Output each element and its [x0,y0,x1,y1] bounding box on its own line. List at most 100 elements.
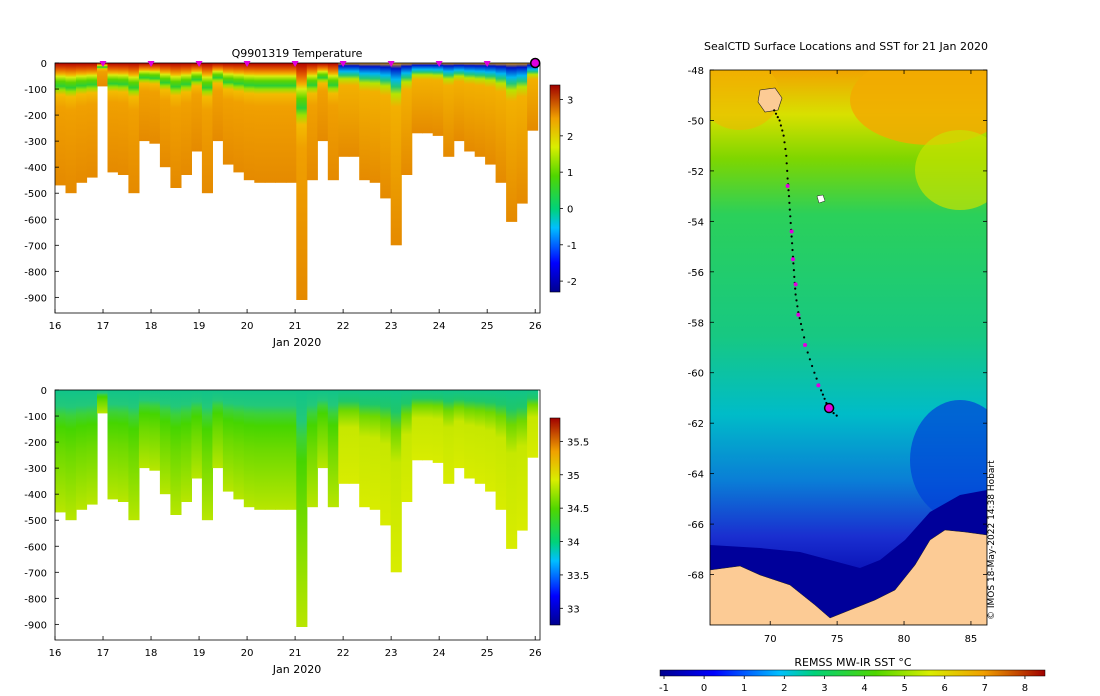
salinity-profile [506,390,518,549]
temperature-profile [212,63,224,142]
salinity-x-tick-label: 17 [97,648,110,659]
temperature-x-tick-label: 24 [433,321,446,332]
salinity-profile [117,390,129,502]
salinity-profile [275,390,287,510]
track-point [797,311,800,314]
salinity-profile [149,390,161,471]
salinity-colorbar-tick-label: 33 [567,604,580,615]
salinity-profile [107,390,119,500]
temperature-profile [506,63,518,222]
temperature-x-tick-label: 23 [385,321,398,332]
latitude-tick-label: -52 [688,167,704,178]
salinity-y-tick-label: -100 [24,412,47,423]
temperature-surface-markers [99,57,541,69]
salinity-profile [97,390,109,414]
temperature-y-tick-label: -700 [24,241,47,252]
latitude-tick-label: -60 [688,369,704,380]
track-point [803,336,806,339]
track-point [785,162,788,165]
track-point [798,317,801,320]
track-point [811,364,814,368]
salinity-x-tick-label: 26 [529,648,542,659]
temperature-chart-title: Q9901319 Temperature [232,47,363,60]
salinity-x-tick-label: 22 [337,648,350,659]
temperature-profile [317,63,329,142]
salinity-x-tick-label: 21 [289,648,302,659]
salinity-profile [306,390,318,508]
temperature-profile [432,63,444,136]
temperature-profile [76,63,88,183]
temperature-profile [380,63,392,199]
surface-profile-marker [195,61,203,67]
salinity-x-tick-label: 23 [385,648,398,659]
temperature-x-tick-label: 22 [337,321,350,332]
sst-colorbar-tick-label: 1 [741,683,747,694]
warm-water-northeast [850,70,987,145]
sst-map-title: SealCTD Surface Locations and SST for 21… [704,40,988,53]
salinity-profile [76,390,88,510]
surface-profile-marker [483,61,491,67]
daily-position-marker [796,312,801,317]
surface-profile-marker [435,61,443,67]
salinity-profile [296,390,308,627]
salinity-profile [390,390,402,573]
longitude-tick-label: 70 [764,634,777,645]
salinity-y-axis: 0 -100 -200 -300 -400 -500 -600 -700 -800 -900 [24,386,59,631]
salinity-y-tick-label: -600 [24,542,47,553]
track-point [791,255,795,258]
track-point [794,287,797,290]
salinity-profile [159,390,171,495]
sst-colorbar-tick-label: 0 [701,683,707,694]
salinity-y-tick-label: -900 [24,620,47,631]
temperature-profile [65,63,77,194]
track-point [792,262,795,265]
sst-colorbar-tick-label: 5 [901,683,907,694]
track-point [794,293,797,296]
temperature-profile [55,63,67,186]
salinity-profile [348,390,360,484]
track-point [786,177,789,180]
temperature-profile [348,63,360,157]
sst-colorbar-ticks: -1 0 1 2 3 4 5 6 7 8 [659,676,1028,694]
antarctica-land [710,529,987,625]
temperature-profile [338,63,350,157]
salinity-profile [317,390,329,469]
daily-position-marker [785,184,790,189]
salinity-x-tick-label: 20 [241,648,254,659]
surface-profile-marker [243,61,251,67]
salinity-profile [180,390,192,502]
salinity-x-tick-label: 16 [49,648,62,659]
track-point [820,389,823,392]
current-position-marker [823,402,835,414]
temperature-profile [243,63,255,181]
salinity-y-tick-label: -800 [24,594,47,605]
salinity-profile [516,390,528,531]
track-point [778,119,781,122]
track-point [776,116,779,119]
salinity-profile [474,390,486,484]
latitude-tick-label: -68 [688,571,704,582]
salinity-profile [201,390,213,521]
temperature-profile [443,63,455,157]
salinity-x-tick-label: 24 [433,648,446,659]
temperature-profile [401,63,413,175]
temperature-profile [117,63,129,175]
temperature-profile [97,63,109,87]
salinity-profile [128,390,140,521]
sst-map-axes-box [709,69,988,626]
salinity-colorbar [549,417,561,626]
temperature-colorbar-tick-label: 3 [567,96,573,107]
track-point [832,412,835,415]
track-point [789,221,792,225]
latitude-tick-label: -64 [688,470,704,481]
salinity-profile [327,390,339,508]
salinity-y-tick-label: -200 [24,438,47,449]
track-point [792,269,796,272]
temperature-profile [138,63,150,142]
salinity-profile [369,390,381,510]
salinity-x-tick-label: 19 [193,648,206,659]
track-point [773,109,776,112]
temperature-colorbar-tick-label: 0 [567,204,573,215]
salinity-profile [254,390,266,510]
temperature-x-tick-label: 21 [289,321,302,332]
